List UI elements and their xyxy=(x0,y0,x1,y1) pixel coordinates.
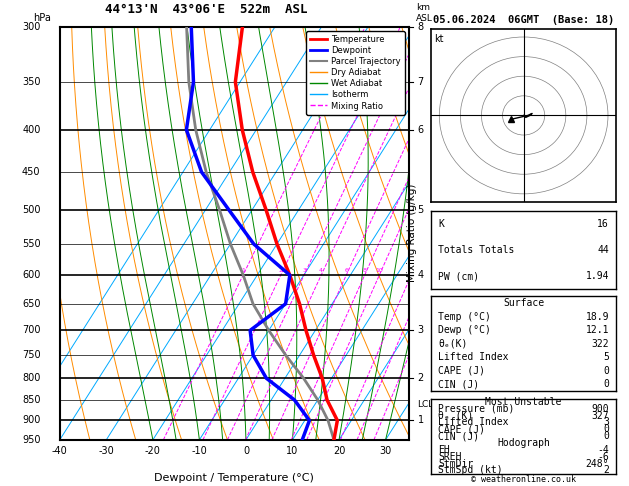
Text: -10: -10 xyxy=(191,446,208,456)
Text: 44: 44 xyxy=(598,245,609,255)
Text: 2: 2 xyxy=(279,268,282,273)
Text: 1: 1 xyxy=(418,416,424,425)
Text: 20: 20 xyxy=(333,446,345,456)
Text: 5: 5 xyxy=(418,205,424,215)
Text: 1: 1 xyxy=(241,268,245,273)
Text: 0: 0 xyxy=(603,431,609,441)
Text: 10: 10 xyxy=(376,268,383,273)
Text: StmSpd (kt): StmSpd (kt) xyxy=(438,466,503,475)
Text: 30: 30 xyxy=(379,446,392,456)
Text: -6: -6 xyxy=(598,451,609,462)
Text: 750: 750 xyxy=(22,350,40,360)
Text: 900: 900 xyxy=(591,404,609,414)
Text: CIN (J): CIN (J) xyxy=(438,431,479,441)
Text: Mixing Ratio (g/kg): Mixing Ratio (g/kg) xyxy=(407,184,417,282)
Text: Temp (°C): Temp (°C) xyxy=(438,312,491,322)
Text: θₑ(K): θₑ(K) xyxy=(438,339,468,349)
Text: 4: 4 xyxy=(319,268,323,273)
Text: Hodograph: Hodograph xyxy=(497,438,550,448)
Text: hPa: hPa xyxy=(33,13,52,22)
Text: -40: -40 xyxy=(52,446,68,456)
Text: 0: 0 xyxy=(243,446,249,456)
Text: 5: 5 xyxy=(603,352,609,363)
Text: 05.06.2024  06GMT  (Base: 18): 05.06.2024 06GMT (Base: 18) xyxy=(433,15,615,25)
Text: 322: 322 xyxy=(591,339,609,349)
Text: 10: 10 xyxy=(286,446,299,456)
Text: 18.9: 18.9 xyxy=(586,312,609,322)
Text: 550: 550 xyxy=(22,239,40,249)
Text: 0: 0 xyxy=(603,424,609,434)
Legend: Temperature, Dewpoint, Parcel Trajectory, Dry Adiabat, Wet Adiabat, Isotherm, Mi: Temperature, Dewpoint, Parcel Trajectory… xyxy=(306,31,404,115)
Text: 327: 327 xyxy=(591,411,609,421)
Text: CAPE (J): CAPE (J) xyxy=(438,424,486,434)
Text: CIN (J): CIN (J) xyxy=(438,380,479,389)
Text: Dewpoint / Temperature (°C): Dewpoint / Temperature (°C) xyxy=(154,473,314,483)
Text: kt: kt xyxy=(435,35,444,44)
Text: Totals Totals: Totals Totals xyxy=(438,245,515,255)
Text: 3: 3 xyxy=(302,268,306,273)
Text: Lifted Index: Lifted Index xyxy=(438,417,509,428)
Text: Most Unstable: Most Unstable xyxy=(486,397,562,407)
Text: 3: 3 xyxy=(418,326,424,335)
Text: 500: 500 xyxy=(22,205,40,215)
Text: Dewp (°C): Dewp (°C) xyxy=(438,325,491,335)
Text: CAPE (J): CAPE (J) xyxy=(438,366,486,376)
Text: 0: 0 xyxy=(603,380,609,389)
Text: 950: 950 xyxy=(22,435,40,445)
Text: LCL: LCL xyxy=(418,399,434,409)
Text: 8: 8 xyxy=(418,22,424,32)
Text: 450: 450 xyxy=(22,167,40,177)
Text: Pressure (mb): Pressure (mb) xyxy=(438,404,515,414)
Text: 600: 600 xyxy=(22,270,40,280)
Text: km
ASL: km ASL xyxy=(416,3,433,22)
Text: 850: 850 xyxy=(22,395,40,405)
Text: 700: 700 xyxy=(22,326,40,335)
Text: PW (cm): PW (cm) xyxy=(438,271,479,281)
Text: θₑ (K): θₑ (K) xyxy=(438,411,474,421)
Text: 8: 8 xyxy=(363,268,367,273)
Text: K: K xyxy=(438,219,444,229)
Text: 0: 0 xyxy=(603,366,609,376)
Text: 16: 16 xyxy=(598,219,609,229)
Text: 12.1: 12.1 xyxy=(586,325,609,335)
Text: SREH: SREH xyxy=(438,451,462,462)
Text: 300: 300 xyxy=(22,22,40,32)
Text: 900: 900 xyxy=(22,416,40,425)
Text: Lifted Index: Lifted Index xyxy=(438,352,509,363)
Text: 248°: 248° xyxy=(586,459,609,469)
Text: EH: EH xyxy=(438,445,450,455)
Text: 6: 6 xyxy=(344,268,348,273)
Text: 1.94: 1.94 xyxy=(586,271,609,281)
Text: 400: 400 xyxy=(22,125,40,135)
Text: 650: 650 xyxy=(22,299,40,309)
Text: 7: 7 xyxy=(418,77,424,87)
Text: 800: 800 xyxy=(22,373,40,383)
Text: 4: 4 xyxy=(418,270,424,280)
Text: -4: -4 xyxy=(598,445,609,455)
Text: StmDir: StmDir xyxy=(438,459,474,469)
Text: -30: -30 xyxy=(98,446,114,456)
Text: © weatheronline.co.uk: © weatheronline.co.uk xyxy=(472,474,576,484)
Text: 44°13'N  43°06'E  522m  ASL: 44°13'N 43°06'E 522m ASL xyxy=(105,3,308,17)
Text: 2: 2 xyxy=(603,466,609,475)
Text: 350: 350 xyxy=(22,77,40,87)
Text: 2: 2 xyxy=(418,373,424,383)
Text: 6: 6 xyxy=(418,125,424,135)
Text: -20: -20 xyxy=(145,446,161,456)
Text: Surface: Surface xyxy=(503,298,544,308)
Text: 3: 3 xyxy=(603,417,609,428)
